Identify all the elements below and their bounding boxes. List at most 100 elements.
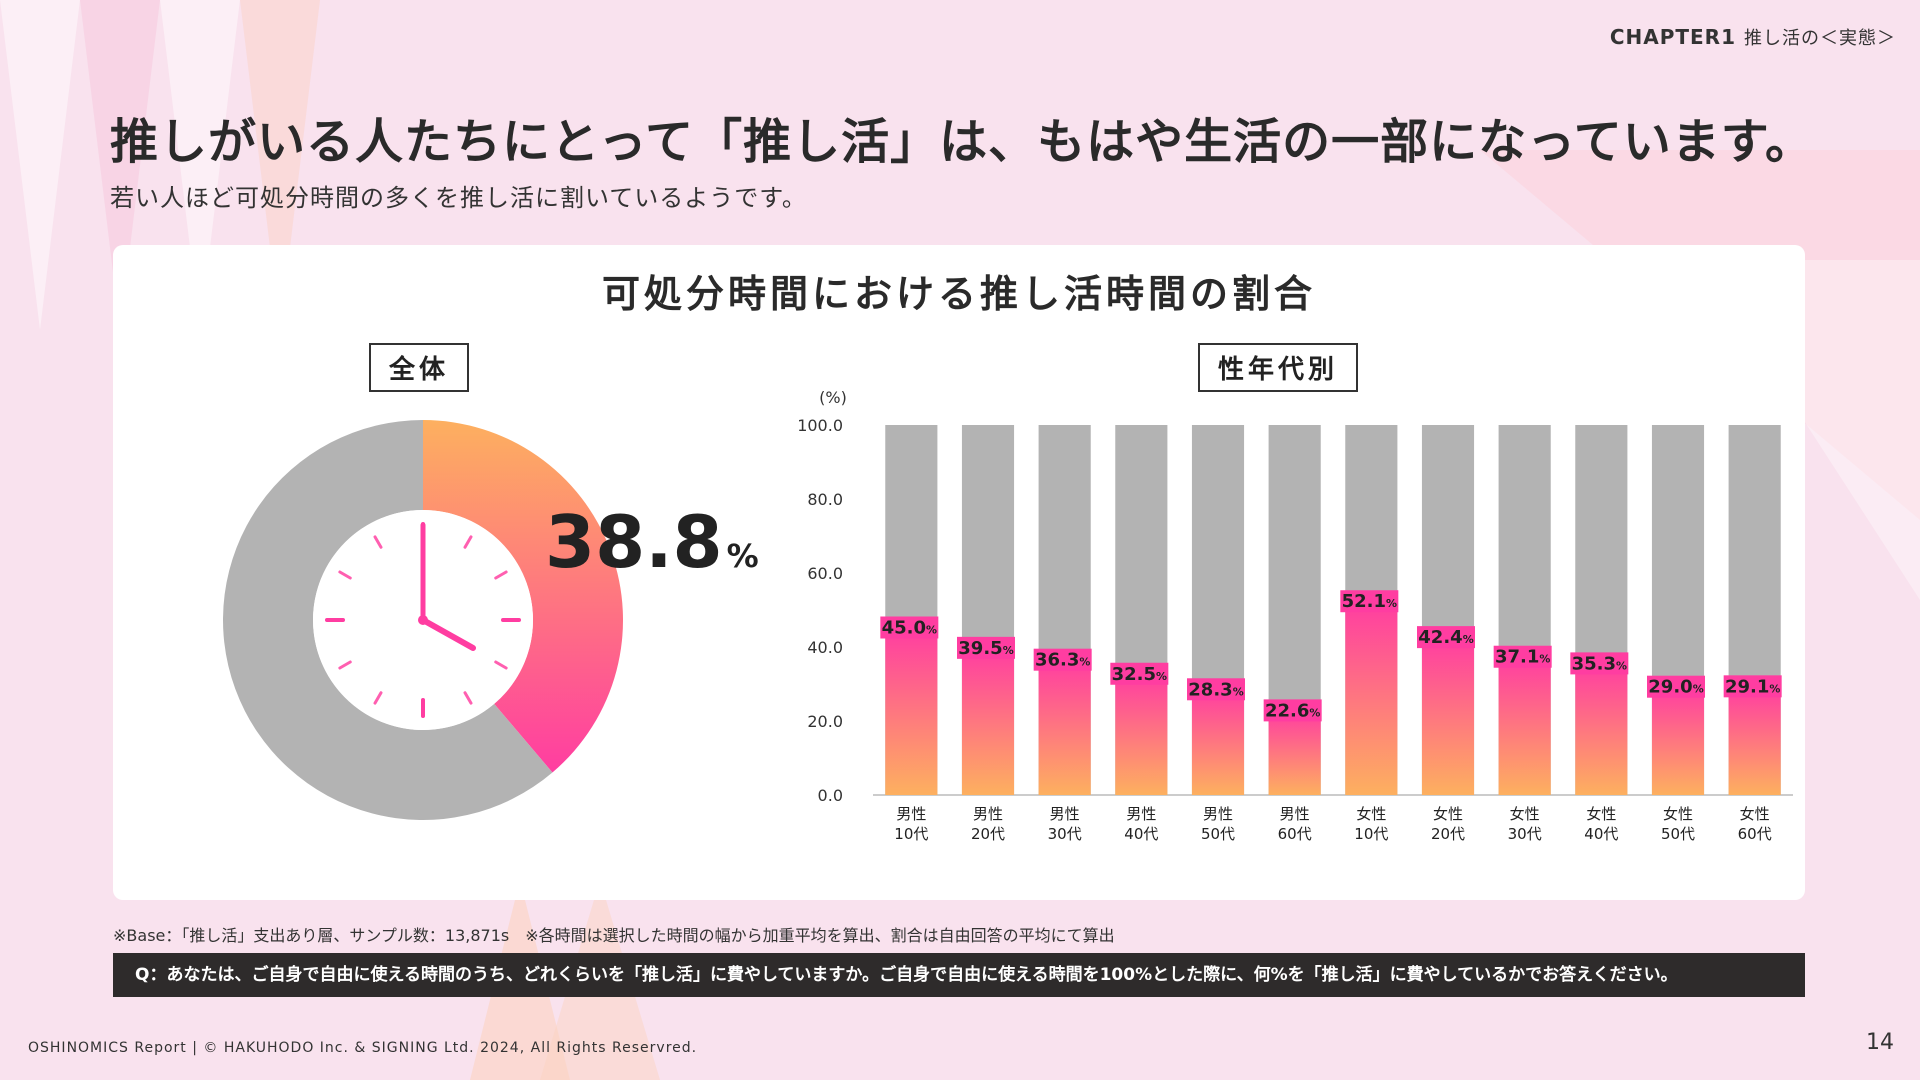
chapter-subtitle: 推し活の＜実態＞ — [1744, 28, 1896, 49]
x-tick-label-age: 10代 — [1354, 825, 1388, 843]
x-tick-label-gender: 女性 — [1663, 805, 1693, 823]
data-label: 29.1% — [1725, 676, 1780, 697]
y-tick-label: 100.0 — [797, 416, 843, 435]
clock-tick — [463, 691, 473, 705]
data-label-bg — [957, 636, 1015, 659]
x-tick-label-gender: 男性 — [1126, 805, 1156, 823]
segment-bar-chart: (%) 0.0 20.0 40.0 60.0 80.0 100.0 45.0% 男性 10代 39.… — [797, 388, 1793, 843]
chart-title: 可処分時間における推し活時間の割合 — [601, 272, 1316, 316]
bar-value — [1651, 687, 1705, 795]
data-label-bg — [880, 616, 939, 639]
bar-value — [1191, 690, 1245, 795]
clock-tick — [373, 535, 383, 549]
chart-card: 可処分時間における推し活時間の割合 全体 性年代別 38.8% (%) 0.0 20… — [113, 245, 1805, 900]
copyright: OSHINOMICS Report | © HAKUHODO Inc. & SI… — [28, 1040, 698, 1056]
data-label-unit: % — [1233, 685, 1244, 698]
x-tick-label-gender: 男性 — [1280, 805, 1310, 823]
data-label-bg — [1723, 675, 1782, 698]
data-label-unit: % — [1769, 682, 1780, 695]
overall-label: 全体 — [369, 343, 470, 392]
x-tick-label-age: 40代 — [1124, 825, 1158, 843]
data-label: 39.5% — [958, 638, 1013, 659]
data-label-bg — [1493, 645, 1552, 668]
data-label-bg — [1263, 699, 1322, 722]
bar-value — [1728, 687, 1781, 795]
data-label: 35.3% — [1572, 653, 1627, 674]
data-label-unit: % — [1539, 653, 1550, 666]
overall-donut-chart — [223, 420, 623, 820]
page-subtitle: 若い人ほど可処分時間の多くを推し活に割いているようです。 — [110, 184, 807, 212]
data-label-unit: % — [1079, 656, 1090, 669]
chapter-number: CHAPTER1 — [1609, 25, 1736, 49]
data-label: 36.3% — [1035, 650, 1090, 671]
y-axis-label: (%) — [819, 388, 847, 407]
bar-value — [1038, 660, 1091, 795]
data-label-unit: % — [926, 624, 937, 637]
data-label: 22.6% — [1265, 700, 1320, 721]
data-label-unit: % — [1156, 670, 1167, 683]
page-number: 14 — [1866, 1030, 1894, 1055]
bar-value — [1345, 602, 1398, 795]
data-label-unit: % — [1386, 597, 1397, 610]
y-tick-label: 0.0 — [818, 786, 843, 805]
clock-tick — [494, 660, 508, 670]
data-label-unit: % — [1003, 644, 1014, 657]
data-label: 28.3% — [1188, 679, 1243, 700]
data-label-bg — [1033, 648, 1092, 671]
data-label-bg — [1340, 590, 1399, 613]
x-tick-label-gender: 男性 — [1203, 805, 1233, 823]
data-label-unit: % — [1309, 706, 1320, 719]
x-tick-label-age: 60代 — [1278, 825, 1312, 843]
bar-value — [885, 628, 938, 795]
page-title: 推しがいる人たちにとって「推し活」は、もはや生活の一部になっています。 — [110, 114, 1814, 170]
data-label-unit: % — [1616, 659, 1627, 672]
clock-tick — [494, 570, 508, 580]
bar-value — [1421, 638, 1475, 795]
donut-slice-oshikatsu — [423, 420, 623, 773]
survey-question: Q：あなたは、ご自身で自由に使える時間のうち、どれくらいを「推し活」に費やしてい… — [113, 953, 1805, 997]
x-tick-label-gender: 女性 — [1510, 805, 1540, 823]
overall-unit: % — [726, 537, 759, 575]
x-tick-label-age: 40代 — [1584, 825, 1618, 843]
x-tick-label-gender: 女性 — [1586, 805, 1616, 823]
x-tick-label-gender: 男性 — [973, 805, 1003, 823]
data-label-bg — [1570, 652, 1629, 675]
data-label-bg — [1647, 675, 1705, 698]
donut-slice-other — [223, 420, 553, 820]
bar-value — [1115, 674, 1168, 795]
x-tick-label-age: 60代 — [1738, 825, 1772, 843]
x-tick-label-age: 30代 — [1048, 825, 1082, 843]
bar-value — [1575, 664, 1628, 795]
x-tick-label-age: 20代 — [971, 825, 1005, 843]
y-tick-label: 20.0 — [807, 712, 843, 731]
x-tick-label-gender: 女性 — [1740, 805, 1770, 823]
data-label: 37.1% — [1495, 647, 1550, 668]
clock-hour-hand — [420, 617, 476, 651]
data-label-unit: % — [1693, 683, 1704, 696]
bar-value — [1498, 657, 1551, 795]
x-tick-label-gender: 男性 — [896, 805, 926, 823]
overall-value: 38.8 — [545, 500, 723, 584]
x-tick-label-gender: 女性 — [1433, 805, 1463, 823]
y-tick-label: 80.0 — [807, 490, 843, 509]
data-label: 45.0% — [882, 618, 937, 639]
clock-tick — [463, 535, 473, 549]
clock-icon — [313, 510, 533, 730]
x-tick-label-age: 50代 — [1201, 825, 1235, 843]
clock-tick — [373, 691, 383, 705]
data-label: 32.5% — [1112, 664, 1167, 685]
segment-label: 性年代別 — [1198, 343, 1359, 392]
x-tick-label-age: 10代 — [894, 825, 928, 843]
clock-pivot — [418, 615, 428, 625]
clock-tick — [338, 570, 352, 580]
data-label-bg — [1110, 662, 1169, 685]
data-label: 52.1% — [1342, 591, 1397, 612]
y-tick-label: 40.0 — [807, 638, 843, 657]
data-label-bg — [1187, 678, 1245, 701]
clock-tick — [338, 660, 352, 670]
x-tick-label-age: 30代 — [1508, 825, 1542, 843]
x-tick-label-age: 20代 — [1431, 825, 1465, 843]
y-tick-label: 60.0 — [807, 564, 843, 583]
x-tick-label-age: 50代 — [1661, 825, 1695, 843]
data-label: 29.0% — [1648, 677, 1703, 698]
